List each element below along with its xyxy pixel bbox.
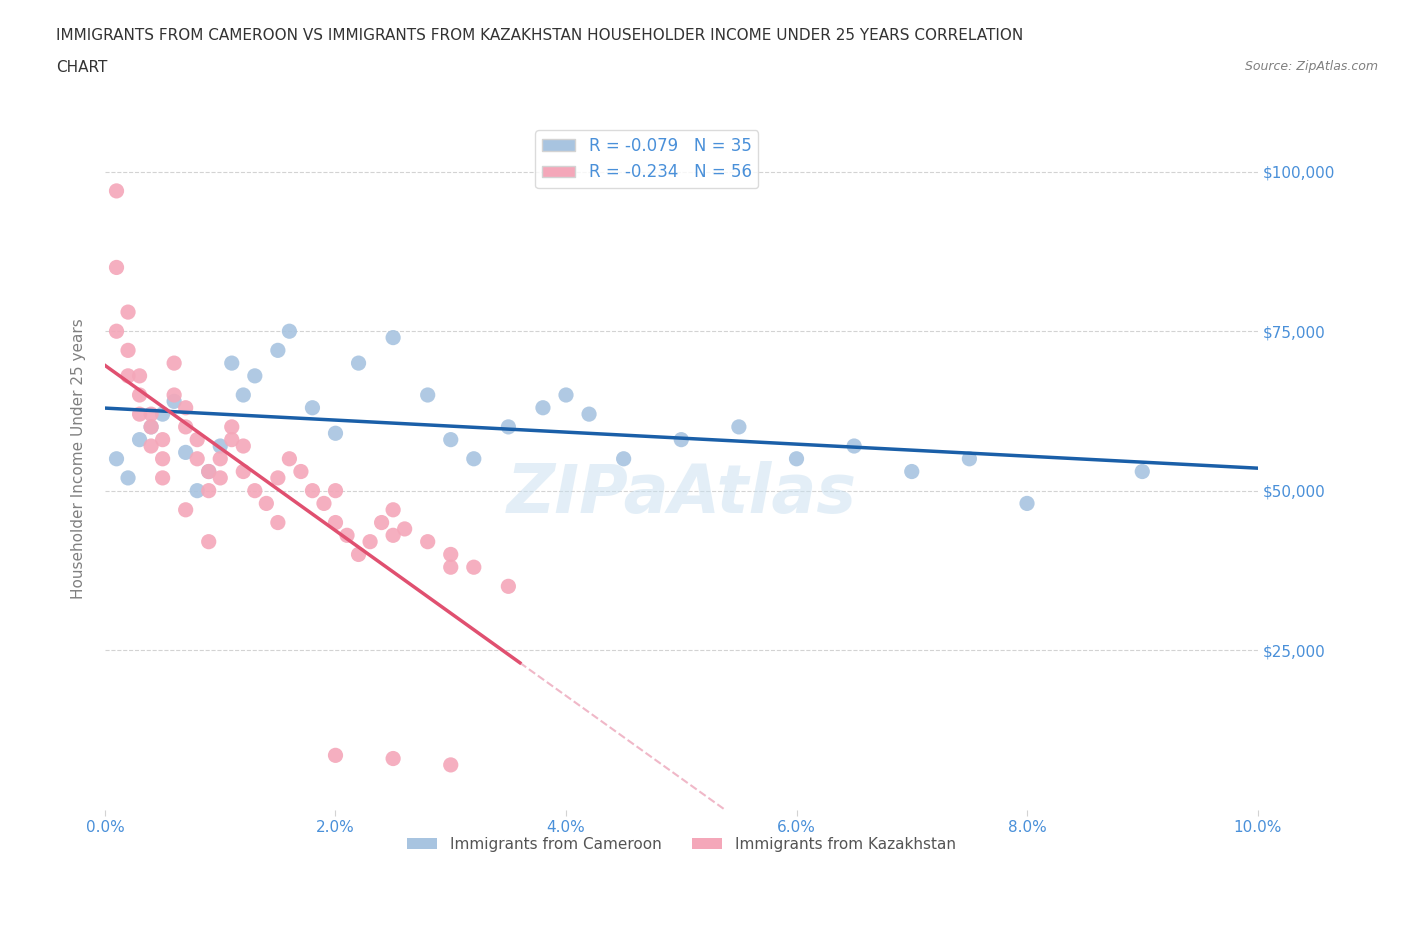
Point — [394, 522, 416, 537]
Point — [232, 439, 254, 454]
Point — [209, 451, 232, 466]
Text: IMMIGRANTS FROM CAMEROON VS IMMIGRANTS FROM KAZAKHSTAN HOUSEHOLDER INCOME UNDER : IMMIGRANTS FROM CAMEROON VS IMMIGRANTS F… — [56, 28, 1024, 43]
Point — [105, 260, 128, 275]
Point — [152, 406, 174, 421]
Point — [197, 534, 219, 549]
Point — [152, 471, 174, 485]
Point — [117, 305, 139, 320]
Point — [232, 388, 254, 403]
Point — [152, 432, 174, 447]
Point — [197, 464, 219, 479]
Point — [105, 451, 128, 466]
Point — [347, 547, 370, 562]
Point — [186, 451, 208, 466]
Text: Source: ZipAtlas.com: Source: ZipAtlas.com — [1244, 60, 1378, 73]
Point — [498, 419, 520, 434]
Point — [105, 183, 128, 198]
Point — [463, 560, 485, 575]
Point — [578, 406, 600, 421]
Point — [139, 406, 162, 421]
Point — [117, 471, 139, 485]
Point — [267, 515, 290, 530]
Point — [555, 388, 578, 403]
Point — [163, 394, 186, 409]
Point — [325, 484, 347, 498]
Point — [163, 388, 186, 403]
Text: ZIPaAtlas: ZIPaAtlas — [506, 461, 856, 527]
Point — [139, 419, 162, 434]
Point — [128, 368, 150, 383]
Point — [440, 432, 463, 447]
Point — [117, 368, 139, 383]
Point — [128, 388, 150, 403]
Point — [440, 757, 463, 772]
Point — [416, 388, 439, 403]
Point — [267, 343, 290, 358]
Point — [900, 464, 922, 479]
Point — [301, 400, 323, 415]
Y-axis label: Householder Income Under 25 years: Householder Income Under 25 years — [72, 318, 86, 599]
Point — [416, 534, 439, 549]
Point — [613, 451, 636, 466]
Point — [232, 464, 254, 479]
Point — [842, 439, 865, 454]
Point — [209, 439, 232, 454]
Point — [221, 355, 243, 370]
Point — [117, 343, 139, 358]
Point — [152, 451, 174, 466]
Point — [382, 528, 405, 543]
Point — [139, 439, 162, 454]
Point — [290, 464, 312, 479]
Point — [382, 751, 405, 766]
Point — [105, 324, 128, 339]
Point — [728, 419, 751, 434]
Point — [1015, 496, 1038, 511]
Point — [278, 451, 301, 466]
Point — [1130, 464, 1153, 479]
Point — [301, 484, 323, 498]
Point — [440, 560, 463, 575]
Point — [221, 432, 243, 447]
Point — [209, 471, 232, 485]
Point — [174, 419, 197, 434]
Point — [671, 432, 693, 447]
Point — [325, 426, 347, 441]
Point — [254, 496, 277, 511]
Point — [786, 451, 808, 466]
Point — [463, 451, 485, 466]
Point — [243, 484, 266, 498]
Point — [278, 324, 301, 339]
Point — [312, 496, 335, 511]
Point — [197, 484, 219, 498]
Point — [359, 534, 381, 549]
Point — [139, 419, 162, 434]
Point — [325, 515, 347, 530]
Point — [163, 355, 186, 370]
Point — [128, 406, 150, 421]
Point — [347, 355, 370, 370]
Point — [174, 502, 197, 517]
Point — [267, 471, 290, 485]
Point — [498, 578, 520, 593]
Point — [186, 484, 208, 498]
Point — [243, 368, 266, 383]
Text: CHART: CHART — [56, 60, 108, 75]
Point — [128, 432, 150, 447]
Point — [957, 451, 980, 466]
Point — [197, 464, 219, 479]
Point — [382, 502, 405, 517]
Point — [186, 432, 208, 447]
Point — [382, 330, 405, 345]
Point — [174, 445, 197, 459]
Point — [370, 515, 392, 530]
Point — [221, 419, 243, 434]
Legend: Immigrants from Cameroon, Immigrants from Kazakhstan: Immigrants from Cameroon, Immigrants fro… — [401, 830, 962, 858]
Point — [336, 528, 359, 543]
Point — [440, 547, 463, 562]
Point — [531, 400, 554, 415]
Point — [325, 748, 347, 763]
Point — [174, 400, 197, 415]
